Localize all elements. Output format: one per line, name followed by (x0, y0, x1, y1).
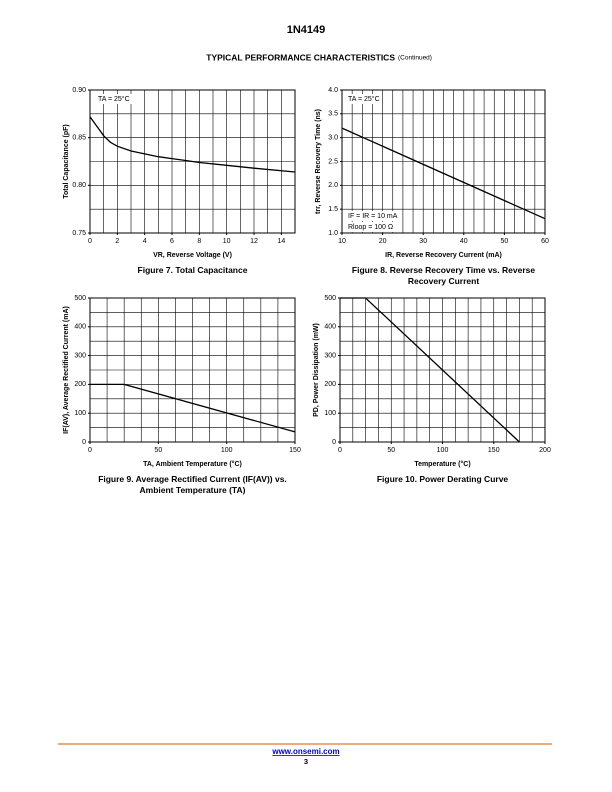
y-tick-label: 500 (324, 295, 336, 302)
section-title: TYPICAL PERFORMANCE CHARACTERISTICS (206, 52, 395, 62)
x-tick-label: 8 (197, 238, 201, 245)
data-line (90, 383, 296, 433)
y-tick-label: 200 (324, 381, 336, 388)
y-tick-label: 2.0 (328, 182, 338, 189)
x-tick-label: 40 (460, 238, 468, 245)
x-tick-label: 20 (379, 238, 387, 245)
y-axis-label: PD, Power Dissipation (mW) (313, 323, 320, 417)
y-tick-label: 0 (82, 439, 86, 446)
x-tick-label: 6 (170, 238, 174, 245)
data-line (340, 297, 520, 443)
x-tick-label: 0 (88, 238, 92, 245)
section-note: (Continued) (398, 55, 432, 62)
x-tick-label: 150 (289, 447, 301, 454)
caption-box: Figure 10. Power Derating Curve (376, 474, 509, 484)
annotation: IF = IR = 10 mA (348, 213, 398, 220)
y-axis-label: Total Capacitance (pF) (63, 124, 70, 199)
y-tick-label: 400 (324, 324, 336, 331)
x-tick-label: 2 (115, 238, 119, 245)
x-tick-label: 50 (154, 447, 162, 454)
data-line (341, 127, 546, 220)
y-tick-label: 300 (74, 352, 86, 359)
caption-box: Figure 9. Average Rectified Current (IF(… (98, 474, 287, 495)
annotation: TA = 25°C (98, 95, 130, 103)
caption-box: Figure 7. Total Capacitance (137, 265, 248, 275)
annotation: TA = 25°C (348, 95, 380, 103)
footer-link[interactable]: www.onsemi.com (271, 747, 339, 756)
y-tick-label: 100 (74, 410, 86, 417)
x-tick-label: 10 (223, 238, 231, 245)
x-axis-label: TA, Ambient Temperature (°C) (143, 460, 242, 468)
page-number: 3 (304, 757, 308, 766)
plot-frame (89, 89, 296, 234)
y-axis-label: IF(AV), Average Rectified Current (mA) (63, 306, 70, 434)
y-tick-label: 0.85 (72, 135, 86, 142)
y-tick-label: 0.80 (72, 182, 86, 189)
y-tick-label: 500 (74, 295, 86, 302)
data-line (89, 116, 296, 173)
x-tick-label: 60 (541, 238, 549, 245)
y-axis-label: trr, Reverse Recovery Time (ns) (315, 109, 322, 214)
y-tick-label: 0 (332, 439, 336, 446)
y-tick-label: 1.0 (328, 230, 338, 237)
y-tick-label: 1.5 (328, 206, 338, 213)
annotation-bg (346, 211, 400, 221)
y-tick-label: 3.5 (328, 111, 338, 118)
x-axis-label: Temperature (°C) (414, 460, 470, 468)
x-tick-label: 30 (419, 238, 427, 245)
y-tick-label: 0.90 (72, 87, 86, 94)
x-axis-label: VR, Reverse Voltage (V) (153, 252, 232, 259)
x-tick-label: 14 (277, 238, 285, 245)
x-tick-label: 100 (437, 447, 449, 454)
x-tick-label: 10 (338, 238, 346, 245)
x-tick-label: 150 (488, 447, 500, 454)
x-tick-label: 4 (143, 238, 147, 245)
y-tick-label: 300 (324, 352, 336, 359)
annotation-bg (346, 94, 382, 104)
figure-caption: Figure 10. Power Derating Curve (376, 474, 509, 484)
y-tick-label: 400 (74, 324, 86, 331)
y-tick-label: 3.0 (328, 135, 338, 142)
caption-box: Figure 8. Reverse Recovery Time vs. Reve… (351, 265, 536, 286)
annotation-bg (346, 222, 396, 232)
figure-caption: Figure 8. Reverse Recovery Time vs. Reve… (351, 265, 536, 286)
x-tick-label: 50 (387, 447, 395, 454)
plot-frame (89, 297, 296, 443)
x-axis-label: IR, Reverse Recovery Current (mA) (385, 252, 502, 259)
y-tick-label: 200 (74, 381, 86, 388)
x-tick-label: 100 (221, 447, 233, 454)
x-tick-label: 50 (501, 238, 509, 245)
figure-caption: Figure 9. Average Rectified Current (IF(… (98, 474, 287, 495)
y-tick-label: 100 (324, 410, 336, 417)
x-tick-label: 0 (338, 447, 342, 454)
annotation: Rloop = 100 Ω (348, 224, 393, 231)
y-tick-label: 2.5 (328, 158, 338, 165)
x-tick-label: 200 (539, 447, 551, 454)
x-tick-label: 0 (88, 447, 92, 454)
x-tick-label: 12 (250, 238, 258, 245)
annotation-bg (96, 94, 132, 104)
y-tick-label: 0.75 (72, 230, 86, 237)
y-tick-label: 4.0 (328, 87, 338, 94)
figure-caption: Figure 7. Total Capacitance (137, 265, 248, 275)
header-title: 1N4149 (287, 24, 326, 36)
